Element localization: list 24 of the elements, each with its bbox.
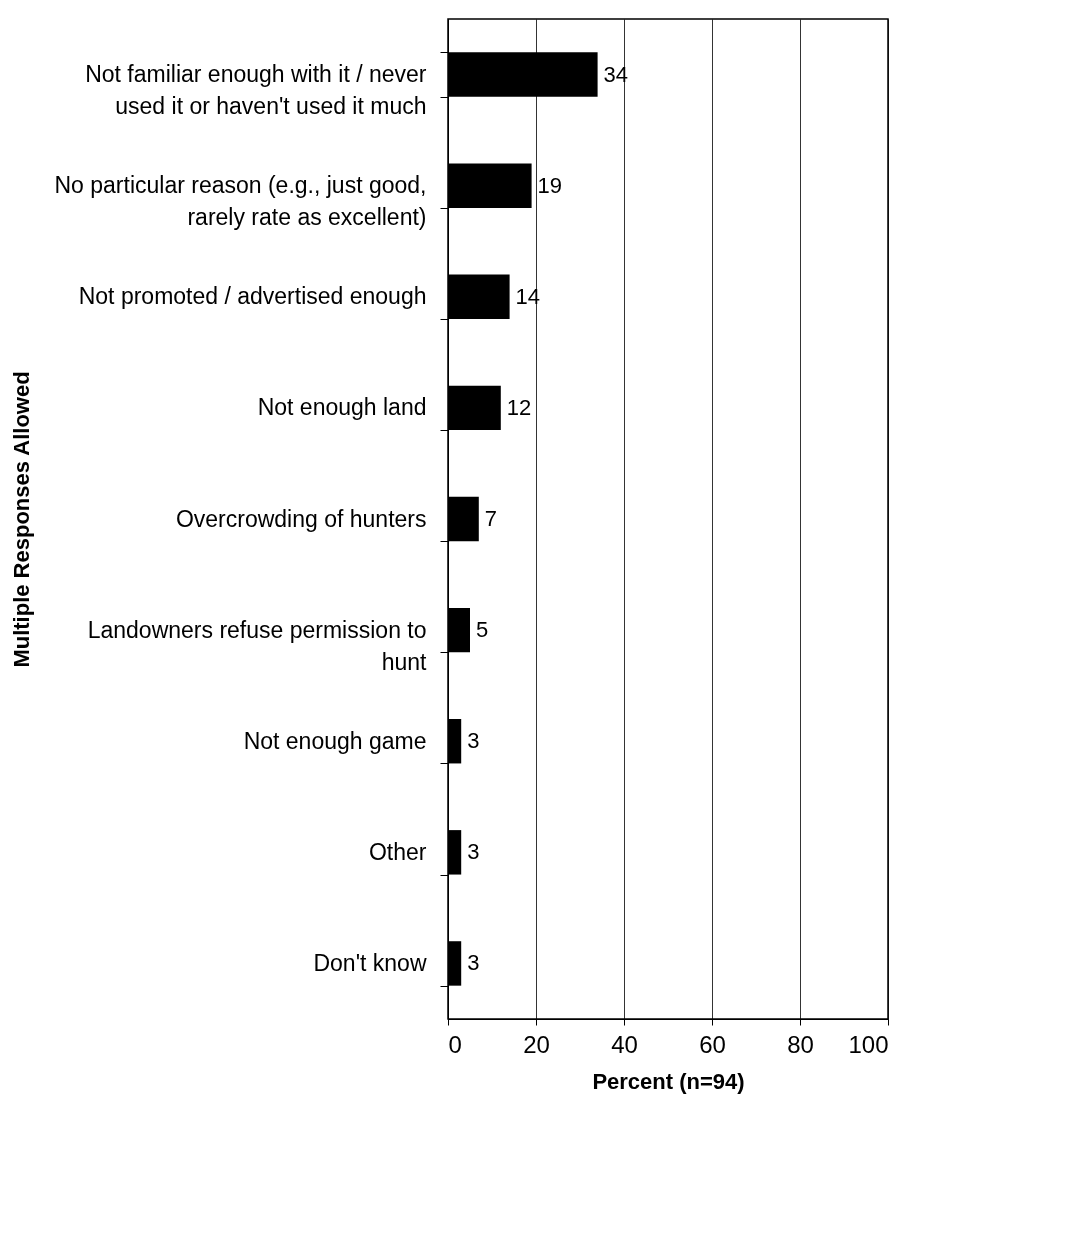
y-tick-label: Don't know (313, 949, 427, 976)
y-tick-label: Not enough land (257, 394, 427, 421)
y-tick-label: Not familiar enough with it / never used it or haven't used it much (85, 61, 427, 120)
y-tick-label: Other (368, 838, 427, 865)
y-tick-label: No particular reason (e.g., just good, rarely rate as excellent) (54, 172, 427, 231)
x-tick-label: 60 (699, 1030, 726, 1058)
data-label: 3 (467, 839, 480, 865)
data-label: 3 (467, 728, 480, 754)
x-tick-label: 20 (523, 1030, 550, 1058)
y-tick-label: Landowners refuse permission to hunt (87, 616, 428, 675)
y-tick-label: Overcrowding of hunters (175, 505, 427, 532)
data-label: 7 (484, 506, 498, 531)
data-label: 19 (537, 172, 563, 198)
y-tick-label: Not promoted / advertised enough (78, 283, 427, 310)
data-label: 5 (476, 617, 489, 643)
x-tick-label: 0 (448, 1030, 462, 1058)
y-axis-title: Multiple Responses Allowed (8, 371, 34, 668)
data-label: 12 (506, 394, 532, 420)
y-tick-label: Not enough game (243, 727, 427, 754)
x-tick-label: 80 (787, 1030, 814, 1058)
x-tick-label: 100 (848, 1030, 889, 1058)
data-label: 3 (467, 950, 480, 976)
x-axis-title: Percent (n=94) (592, 1068, 745, 1094)
x-tick-label: 40 (611, 1030, 638, 1058)
